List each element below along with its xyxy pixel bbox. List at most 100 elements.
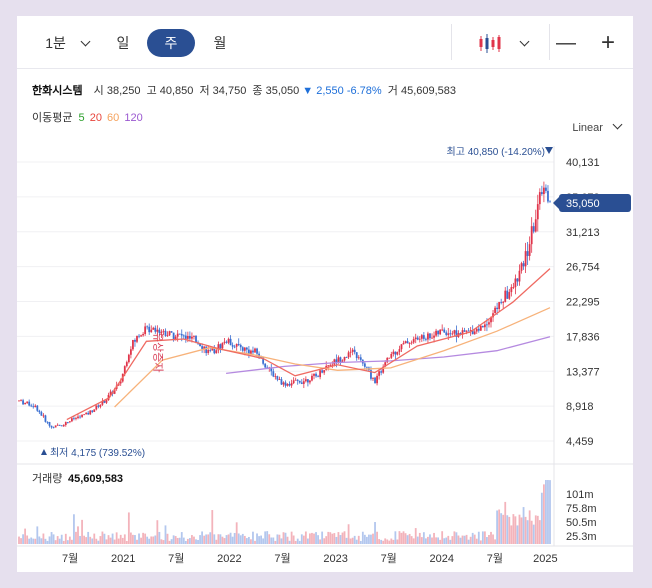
volume-bar bbox=[443, 538, 446, 544]
zoom-in-button[interactable]: + bbox=[600, 29, 615, 56]
candle bbox=[97, 405, 100, 407]
volume-bar bbox=[351, 537, 354, 544]
candle bbox=[156, 329, 159, 332]
candle bbox=[95, 405, 98, 410]
page-footer bbox=[0, 572, 652, 588]
candle bbox=[309, 380, 311, 383]
candle bbox=[229, 338, 232, 346]
candle bbox=[341, 360, 344, 362]
candle bbox=[79, 416, 81, 418]
volume-bar bbox=[107, 535, 110, 544]
volume-bar bbox=[207, 534, 210, 544]
x-tick-label: 7월 bbox=[62, 552, 78, 565]
candle bbox=[42, 415, 45, 417]
candle bbox=[231, 345, 234, 347]
volume-bar bbox=[262, 538, 265, 544]
candle bbox=[492, 313, 494, 318]
volume-bar bbox=[199, 535, 201, 544]
price-chart[interactable]: 40,131 35,672 31,213 26,754 22,295 17,836 13,3… bbox=[17, 16, 633, 572]
candle bbox=[266, 367, 269, 369]
volume-bar bbox=[233, 532, 236, 544]
volume-bar bbox=[58, 538, 61, 544]
candle bbox=[461, 330, 464, 335]
candle bbox=[361, 359, 364, 364]
interval-dropdown[interactable]: 1분 bbox=[35, 29, 99, 57]
chevron-down-icon bbox=[519, 35, 530, 51]
tab-day[interactable]: 일 bbox=[116, 35, 130, 51]
volume-bar bbox=[408, 533, 411, 544]
tab-week[interactable]: 주 bbox=[147, 29, 195, 57]
candle bbox=[347, 352, 350, 358]
volume-bar bbox=[435, 537, 437, 544]
volume-bar bbox=[142, 532, 145, 544]
price-info-row: 한화시스템 시 38,250 고 40,850 저 34,750 종 35,05… bbox=[32, 82, 456, 98]
candle bbox=[298, 380, 301, 383]
candle bbox=[475, 328, 478, 332]
candle bbox=[477, 328, 480, 331]
candle bbox=[164, 330, 167, 336]
volume-bar bbox=[231, 536, 234, 544]
candle bbox=[166, 335, 169, 337]
volume-bar bbox=[292, 535, 295, 544]
volume-bar bbox=[274, 540, 277, 544]
interval-label: 1분 bbox=[45, 35, 66, 51]
candle bbox=[343, 357, 346, 361]
candle bbox=[58, 424, 61, 426]
candle bbox=[311, 375, 313, 381]
chart-type-dropdown[interactable] bbox=[463, 29, 543, 57]
candle bbox=[129, 349, 132, 355]
candle bbox=[500, 302, 503, 303]
ma-legend[interactable]: 이동평균 5 20 60 120 bbox=[32, 109, 143, 125]
candle bbox=[103, 400, 106, 403]
ma-5: 5 bbox=[78, 112, 85, 124]
y-tick-label: 4,459 bbox=[566, 436, 594, 448]
candle bbox=[368, 367, 370, 371]
candle bbox=[243, 347, 246, 351]
volume-bar bbox=[148, 538, 151, 544]
candle bbox=[85, 412, 88, 415]
volume-bar bbox=[68, 536, 71, 544]
volume-bar bbox=[290, 531, 293, 544]
volume-bar bbox=[309, 533, 311, 544]
volume-bar bbox=[125, 540, 128, 544]
candle bbox=[111, 391, 114, 394]
candle bbox=[132, 339, 134, 350]
candle bbox=[300, 382, 303, 384]
volume-bar bbox=[146, 536, 149, 544]
candle bbox=[66, 422, 69, 423]
candle bbox=[384, 362, 387, 367]
scale-mode-dropdown[interactable]: Linear bbox=[572, 119, 623, 134]
candle bbox=[219, 344, 222, 349]
candle bbox=[148, 326, 151, 333]
candle bbox=[223, 341, 226, 343]
volume-label: 거 bbox=[387, 85, 398, 97]
volume-bar bbox=[449, 539, 452, 544]
volume-bar bbox=[500, 513, 503, 544]
volume-bar bbox=[370, 534, 372, 544]
zoom-out-button[interactable]: — bbox=[556, 32, 576, 54]
candle bbox=[144, 326, 147, 335]
chart-panel: 1분 일 주 월 — + 한화시스템 시 38,250 고 40,850 저 3… bbox=[17, 16, 633, 572]
scale-mode-label: Linear bbox=[572, 122, 603, 134]
volume-value: 45,609,583 bbox=[400, 85, 457, 97]
candle bbox=[327, 365, 330, 367]
tab-month[interactable]: 월 bbox=[213, 35, 227, 51]
candle bbox=[429, 333, 431, 339]
candle bbox=[81, 414, 83, 417]
candle bbox=[398, 349, 401, 352]
volume-bar bbox=[331, 533, 334, 544]
candle bbox=[486, 324, 488, 326]
candle bbox=[272, 371, 275, 377]
volume-bar bbox=[136, 539, 138, 544]
volume-bar bbox=[127, 512, 130, 544]
volume-bar bbox=[101, 531, 104, 544]
volume-bar bbox=[306, 538, 309, 544]
volume-bar bbox=[494, 539, 496, 544]
candle bbox=[170, 331, 173, 333]
candle bbox=[138, 335, 140, 337]
y-tick-label: 31,213 bbox=[566, 227, 600, 239]
volume-bar bbox=[205, 534, 208, 544]
volume-bar bbox=[113, 539, 116, 544]
candle bbox=[406, 341, 409, 344]
candle bbox=[54, 425, 57, 428]
